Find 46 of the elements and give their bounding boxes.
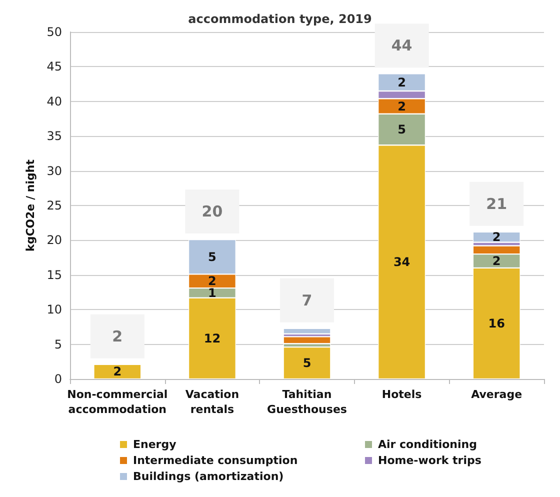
total-label: 44 xyxy=(391,36,412,55)
y-tick-label: 15 xyxy=(46,268,62,282)
y-tick-label: 20 xyxy=(46,233,62,248)
data-label: 16 xyxy=(488,316,505,330)
total-label: 2 xyxy=(112,327,123,346)
x-tick-label: Tahitian Guesthouses xyxy=(267,388,348,416)
x-tick-label: Hotels xyxy=(382,388,422,401)
data-label: 34 xyxy=(393,255,410,270)
data-label: 2 xyxy=(208,274,216,288)
bar xyxy=(283,347,331,379)
y-tick-label: 5 xyxy=(54,337,62,352)
bar xyxy=(472,232,520,242)
y-tick-label: 40 xyxy=(46,94,62,108)
data-label: 2 xyxy=(492,254,501,268)
bar xyxy=(283,328,331,334)
bar xyxy=(94,364,142,379)
y-tick-label: 0 xyxy=(54,372,62,386)
data-label: 1 xyxy=(208,286,216,300)
y-tick-label: 35 xyxy=(46,129,62,144)
x-tick-label: Non-commercial accommodation xyxy=(67,388,168,416)
y-tick-label: 30 xyxy=(46,164,62,178)
bar xyxy=(283,336,331,344)
total-label: 20 xyxy=(202,202,223,221)
legend-label: Air conditioning xyxy=(378,438,477,451)
y-axis-title: kgCO2e / night xyxy=(24,160,37,252)
data-label: 5 xyxy=(208,250,216,264)
data-label: 5 xyxy=(302,356,312,370)
y-tick-label: 25 xyxy=(46,198,62,212)
x-tick-label: Vacation rentals xyxy=(185,388,240,416)
total-label: 21 xyxy=(486,194,508,213)
y-tick-label: 45 xyxy=(46,60,62,74)
legend-label: Intermediate consumption xyxy=(133,454,298,467)
data-label: 5 xyxy=(398,122,406,137)
data-label: 12 xyxy=(204,331,221,346)
total-label: 7 xyxy=(302,291,312,310)
legend-label: Buildings (amortization) xyxy=(133,470,284,483)
data-label: 2 xyxy=(398,99,406,114)
legend-label: Energy xyxy=(133,438,176,451)
chart-title: accommodation type, 2019 xyxy=(188,12,372,26)
data-label: 2 xyxy=(398,75,406,90)
y-tick-label: 10 xyxy=(46,302,62,317)
data-label: 2 xyxy=(492,230,501,244)
legend-label: Home-work trips xyxy=(378,454,482,467)
data-label: 2 xyxy=(113,364,122,379)
x-tick-label: Average xyxy=(471,388,522,401)
y-tick-label: 50 xyxy=(46,25,62,39)
